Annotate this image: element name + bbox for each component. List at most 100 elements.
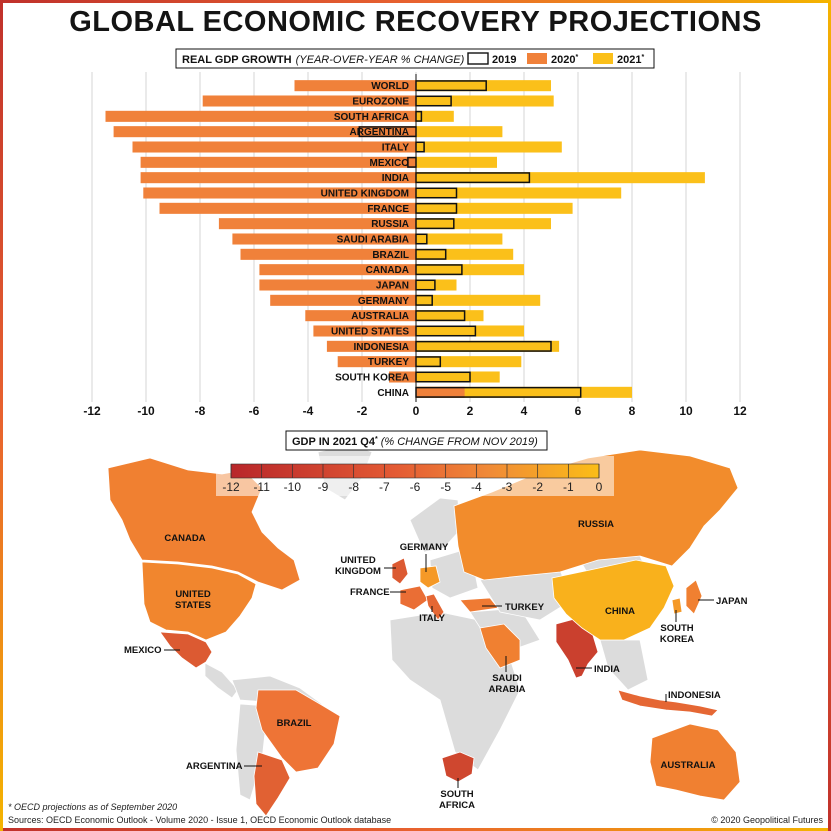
scale-tick-label--2: -2 [532, 480, 543, 494]
country-france [399, 585, 429, 611]
category-label-turkey: TURKEY [368, 357, 409, 368]
country-south-korea [671, 597, 683, 615]
legend-label-2021-text: 2021 [617, 54, 641, 66]
frame-bottom-border [0, 828, 831, 831]
country-united-kingdom [391, 557, 409, 585]
map-leader-lines [164, 554, 714, 788]
country-china [551, 559, 675, 641]
label-brazil: BRAZIL [277, 718, 312, 729]
category-label-france: FRANCE [367, 204, 409, 215]
bar-2020-brazil [240, 248, 416, 260]
bar-2020-russia [218, 218, 416, 230]
legend-swatch-2020 [527, 53, 547, 64]
x-tick-label--10: -10 [137, 404, 155, 418]
bar-2020-turkey [337, 356, 416, 368]
country-italy [425, 593, 445, 621]
page-title: GLOBAL ECONOMIC RECOVERY PROJECTIONS [69, 6, 762, 38]
chart-bars [105, 74, 705, 402]
bar-2020-china [416, 386, 465, 398]
gdp-bar-chart: WORLD EUROZONE SOUTH AFRICA ARGENTINA ITALY M… [83, 48, 747, 418]
legend-label-2021: 2021* [617, 54, 644, 66]
category-label-saudi-arabia: SAUDI ARABIA [337, 235, 409, 246]
land-southeast-asia [599, 639, 649, 691]
category-label-indonesia: INDONESIA [353, 342, 409, 353]
chart-category-labels: WORLD EUROZONE SOUTH AFRICA ARGENTINA ITALY M… [321, 81, 410, 399]
map-title-sup: * [375, 436, 378, 443]
x-tick-label--12: -12 [83, 404, 101, 418]
bar-2021-germany [416, 294, 541, 306]
bar-2020-united-kingdom [143, 187, 417, 199]
map-countries [107, 449, 741, 817]
bar-2021-south-korea [416, 371, 500, 383]
category-label-world: WORLD [371, 81, 409, 92]
category-label-canada: CANADA [366, 265, 409, 276]
category-label-argentina: ARGENTINA [350, 127, 409, 138]
scale-tick-label--10: -10 [284, 480, 302, 494]
chart-title: REAL GDP GROWTH (YEAR-OVER-YEAR % CHANGE) [182, 54, 465, 66]
category-label-germany: GERMANY [358, 296, 409, 307]
country-south-africa [441, 751, 475, 783]
bar-2021-brazil [416, 248, 514, 260]
scale-tick-label--5: -5 [440, 480, 451, 494]
scale-tick-label--3: -3 [502, 480, 513, 494]
bar-2021-argentina [416, 126, 503, 138]
category-label-brazil: BRAZIL [372, 250, 409, 261]
x-tick-label--6: -6 [249, 404, 260, 418]
x-tick-label-10: 10 [679, 404, 693, 418]
category-label-eurozone: EUROZONE [352, 97, 409, 108]
label-indonesia: INDONESIA [668, 690, 721, 701]
x-tick-label--8: -8 [195, 404, 206, 418]
label-united-states-line2: STATES [175, 600, 211, 611]
country-indonesia [617, 689, 719, 717]
chart-title-main: REAL GDP GROWTH [182, 54, 292, 66]
country-germany [419, 565, 441, 589]
map-title-border [285, 430, 548, 451]
map-title-subtitle: (% CHANGE FROM NOV 2019) [381, 436, 538, 448]
label-south-africa-line1: SOUTH [440, 789, 473, 800]
label-canada: CANADA [164, 533, 205, 544]
bar-2021-eurozone [416, 95, 554, 107]
category-label-china: CHINA [377, 388, 409, 399]
bar-2021-italy [416, 141, 562, 153]
land-central-america [204, 662, 239, 699]
label-united-kingdom-line1: UNITED [340, 555, 376, 566]
legend-label-2020: 2020* [551, 54, 578, 66]
label-china: CHINA [605, 606, 635, 617]
bar-2021-indonesia [416, 340, 560, 352]
category-label-mexico: MEXICO [370, 158, 410, 169]
footnote: * OECD projections as of September 2020 [8, 802, 178, 812]
label-south-korea-line2: KOREA [660, 634, 694, 645]
legend-label-2021-sup: * [641, 54, 644, 61]
label-turkey: TURKEY [505, 602, 545, 613]
bar-2021-japan [416, 279, 457, 291]
bar-2021-mexico [416, 156, 497, 168]
category-label-italy: ITALY [382, 143, 410, 154]
chart-legend: REAL GDP GROWTH (YEAR-OVER-YEAR % CHANGE)… [175, 48, 655, 69]
label-japan: JAPAN [716, 596, 748, 607]
bar-2020-mexico [140, 156, 416, 168]
scale-legend: -12 -11 -10 -9 -8 -7 -6 -5 -4 -3 -2 -1 0 [216, 456, 614, 496]
x-tick-label-2: 2 [467, 404, 474, 418]
category-label-russia: RUSSIA [371, 219, 409, 230]
country-brazil [255, 689, 341, 773]
map-labels: CANADA UNITED STATES MEXICO BRAZIL ARGEN… [124, 519, 748, 811]
bar-2020-argentina [113, 126, 416, 138]
map-title-main: GDP IN 2021 Q4 [292, 436, 376, 448]
map-title: GDP IN 2021 Q4* (% CHANGE FROM NOV 2019) [292, 436, 538, 448]
scale-tick-label--6: -6 [410, 480, 421, 494]
frame-right-border [828, 0, 831, 831]
label-south-korea-line1: SOUTH [660, 623, 693, 634]
legend-label-2020-text: 2020 [551, 54, 575, 66]
scale-tick-label--11: -11 [253, 480, 270, 494]
label-united-kingdom-line2: KINGDOM [335, 566, 381, 577]
scale-tick-label--1: -1 [563, 480, 574, 494]
country-japan [685, 579, 703, 615]
x-tick-label-8: 8 [629, 404, 636, 418]
label-mexico: MEXICO [124, 645, 161, 656]
bar-2020-south-africa [105, 110, 416, 122]
bar-2020-united-states [313, 325, 416, 337]
bar-2020-canada [259, 264, 416, 276]
category-label-japan: JAPAN [376, 281, 409, 292]
bar-2021-russia [416, 218, 551, 230]
